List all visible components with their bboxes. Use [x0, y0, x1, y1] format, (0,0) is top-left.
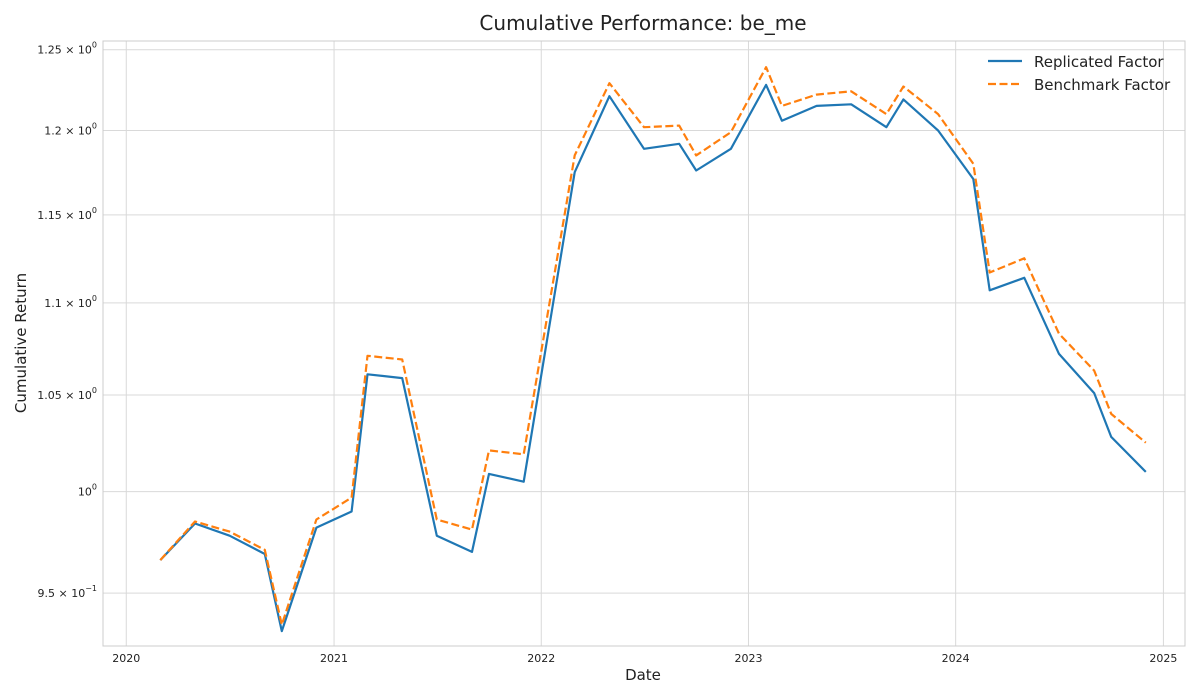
x-tick-label: 2021: [320, 652, 348, 665]
y-tick-label: 100: [78, 483, 97, 499]
legend-label-benchmark: Benchmark Factor: [1034, 76, 1171, 94]
y-tick-label: 1.2 × 100: [44, 122, 97, 138]
x-tick-label: 2024: [942, 652, 970, 665]
y-tick-label: 1.05 × 100: [37, 386, 97, 402]
y-tick-label: 9.5 × 10−1: [38, 584, 98, 600]
y-tick-label: 1.25 × 100: [37, 41, 97, 57]
legend-label-replicated: Replicated Factor: [1034, 53, 1164, 71]
chart-title: Cumulative Performance: be_me: [479, 11, 806, 35]
series: [159, 66, 1147, 633]
y-tick-label: 1.15 × 100: [37, 206, 97, 222]
x-tick-label: 2025: [1149, 652, 1177, 665]
x-tick-label: 2020: [112, 652, 140, 665]
y-tick-label: 1.1 × 100: [44, 294, 97, 310]
x-axis-title: Date: [625, 666, 661, 684]
y-axis-title: Cumulative Return: [12, 273, 30, 413]
x-axis: 2020 2021 2022 2023 2024 2025: [112, 652, 1177, 665]
grid: [103, 41, 1185, 646]
plot-area: [102, 40, 1186, 647]
y-axis: 9.5 × 10−1 100 1.05 × 100 1.1 × 100 1.15 × 1…: [37, 41, 97, 600]
legend: Replicated Factor Benchmark Factor: [988, 53, 1171, 94]
x-tick-label: 2022: [527, 652, 555, 665]
x-tick-label: 2023: [734, 652, 762, 665]
